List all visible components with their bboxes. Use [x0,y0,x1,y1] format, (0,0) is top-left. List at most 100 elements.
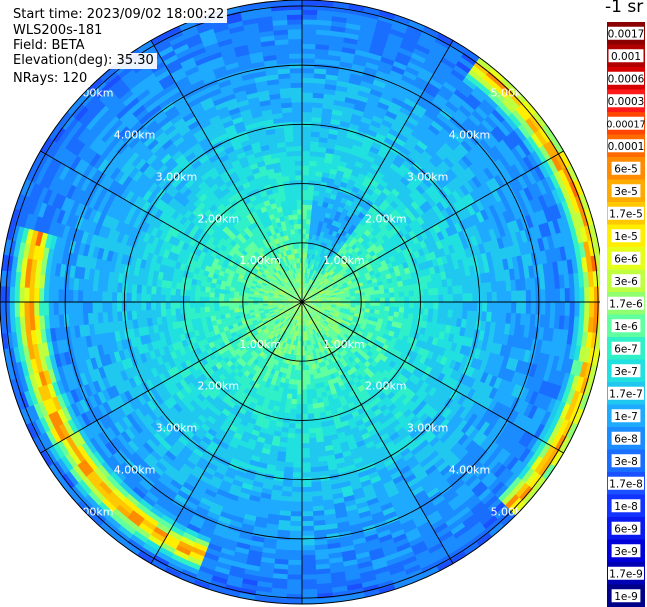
ppi-cell [427,124,441,136]
ppi-cell [302,209,308,215]
ppi-cell [330,208,338,216]
ppi-cell [317,278,322,284]
ppi-cell [521,120,536,137]
ppi-cell [316,285,322,290]
ppi-cell [306,389,312,395]
ppi-cell [520,290,527,303]
ppi-cell [534,147,548,164]
ppi-cell [446,153,459,166]
ppi-cell [305,379,311,386]
ppi-cell [331,282,338,287]
ppi-cell [420,222,430,232]
ppi-cell [362,191,372,201]
ppi-cell [494,105,510,121]
ppi-cell [381,199,391,209]
ppi-cell [399,210,409,220]
ppi-cell [430,194,441,206]
ppi-cell [436,32,454,46]
ppi-cell [534,129,548,147]
ppi-cell [425,54,442,67]
ppi-cell [436,112,450,125]
ppi-cell [415,157,427,169]
ppi-cell [348,272,355,278]
ppi-cell [343,37,359,45]
ppi-cell [307,283,312,289]
ppi-cell [373,28,391,39]
ppi-cell [305,364,310,371]
ppi-cell [458,209,468,221]
ppi-cell [309,292,315,297]
ppi-cell [555,153,568,170]
ppi-cell [357,125,369,134]
ppi-cell [428,49,445,62]
ppi-cell [362,111,375,121]
ppi-cell [451,190,462,202]
ppi-cell [411,107,425,119]
ppi-cell [309,224,315,230]
ppi-cell [411,236,420,245]
ppi-cell [302,131,312,137]
ppi-cell [330,163,340,171]
ppi-cell [412,175,424,186]
ppi-cell [308,233,313,240]
ppi-cell [506,166,518,181]
ppi-cell [296,404,302,410]
ppi-cell [301,413,309,420]
ppi-cell [457,173,469,186]
ppi-cell [415,233,425,243]
ppi-cell [457,198,468,210]
ppi-cell [329,168,338,176]
ppi-cell [461,195,472,208]
ppi-cell [301,428,309,434]
ppi-cell [304,243,309,249]
ppi-cell [497,80,513,96]
ppi-cell [303,292,307,298]
ppi-cell [487,164,499,178]
ppi-cell [546,158,559,175]
ppi-cell [394,115,408,126]
ppi-cell [306,283,310,289]
ppi-cell [302,218,307,225]
ppi-cell [542,124,557,141]
ppi-cell [358,30,375,39]
ppi-cell [378,9,397,20]
ppi-cell [388,212,397,221]
ppi-cell [286,584,302,590]
ppi-cell [423,200,433,211]
ppi-cell [286,574,302,581]
ppi-cell [390,123,403,134]
ppi-cell [404,215,413,225]
ppi-cell [302,145,311,152]
ppi-cell [430,45,447,58]
ppi-cell [285,593,302,600]
ppi-cell [358,270,365,277]
ppi-cell [491,302,498,313]
ppi-cell [559,302,566,317]
ppi-cell [370,191,380,200]
ppi-cell [318,190,326,198]
ppi-cell [393,196,403,206]
ppi-cell [390,175,401,185]
ppi-cell [337,273,344,279]
ppi-cell [301,423,309,430]
ppi-cell [403,70,418,81]
ppi-cell [409,165,420,176]
ppi-cell [302,248,305,254]
ppi-cell [285,588,302,595]
ppi-cell [394,302,400,308]
ppi-cell [310,295,316,299]
ppi-cell [366,97,380,107]
ppi-cell [329,234,336,242]
ppi-cell [326,283,332,288]
ppi-cell [402,142,415,153]
ppi-cell [322,285,328,290]
ppi-cell [418,154,430,165]
ppi-cell [487,192,498,206]
ppi-cell [309,268,313,275]
ppi-cell [399,42,416,54]
ppi-cell [386,166,398,177]
ppi-cell [329,213,336,221]
ppi-cell [359,147,370,156]
ppi-cell [302,262,305,268]
ppi-cell [287,554,302,561]
